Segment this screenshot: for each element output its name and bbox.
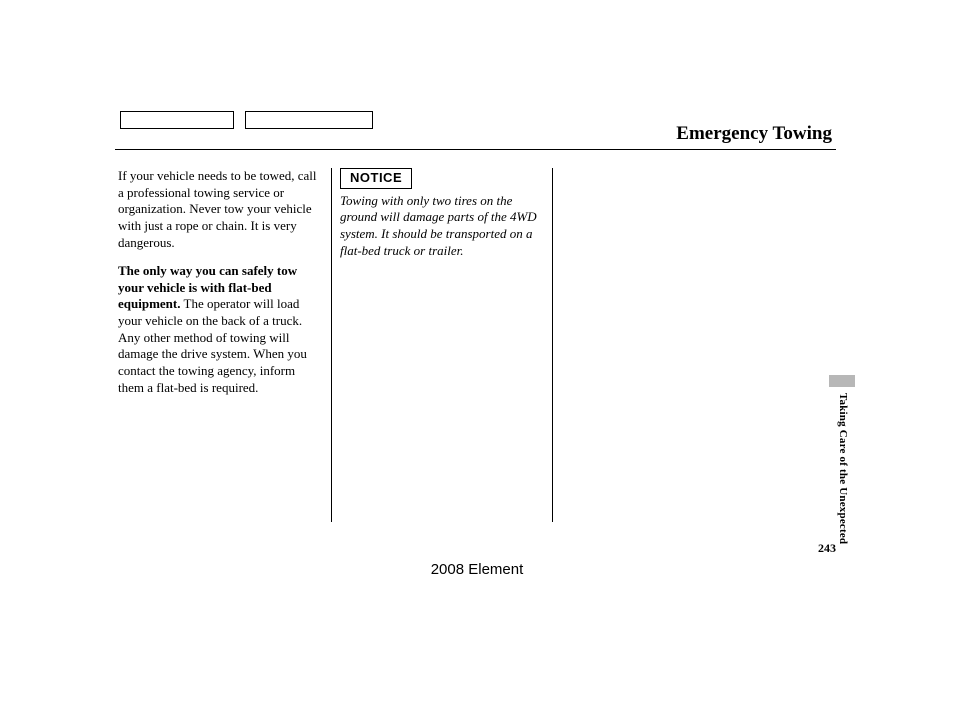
notice-label: NOTICE bbox=[340, 168, 412, 189]
page-number: 243 bbox=[818, 541, 836, 556]
column-rule-2 bbox=[552, 168, 553, 522]
col1-para2: The only way you can safely tow your veh… bbox=[118, 263, 323, 396]
thumb-tab bbox=[829, 375, 855, 387]
manual-page: Emergency Towing If your vehicle needs t… bbox=[0, 0, 954, 710]
col1-para1: If your vehicle needs to be towed, call … bbox=[118, 168, 323, 251]
column-rule-1 bbox=[331, 168, 332, 522]
section-name-vertical: Taking Care of the Unexpected bbox=[837, 393, 849, 544]
notice-text: Towing with only two tires on the ground… bbox=[340, 193, 545, 260]
title-rule bbox=[115, 149, 836, 150]
header-box-1 bbox=[120, 111, 234, 129]
header-box-2 bbox=[245, 111, 373, 129]
column-1: If your vehicle needs to be towed, call … bbox=[118, 168, 323, 542]
column-2: NOTICE Towing with only two tires on the… bbox=[340, 168, 545, 542]
page-title: Emergency Towing bbox=[676, 123, 832, 145]
footer-model-year: 2008 Element bbox=[0, 561, 954, 578]
